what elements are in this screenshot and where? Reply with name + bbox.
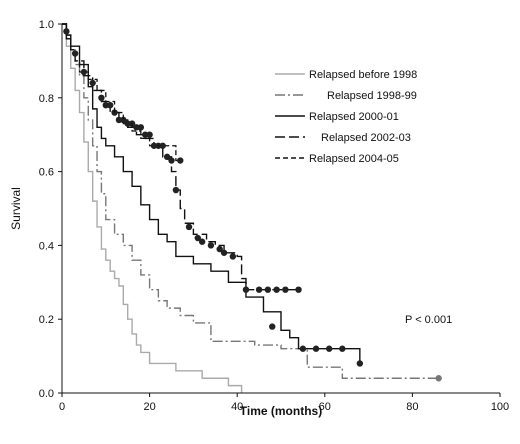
y-tick-label: 0.2 (39, 314, 54, 326)
censor-point (273, 286, 280, 293)
legend-label: Relapsed before 1998 (309, 69, 417, 81)
censor-point (111, 109, 118, 116)
censor-point (299, 345, 307, 352)
x-tick-label: 40 (231, 401, 243, 413)
censor-point (356, 360, 364, 367)
censor-point (242, 286, 250, 293)
legend: Relapsed before 1998 Relapsed 1998-99 Rela… (275, 69, 417, 165)
censor-point (133, 124, 140, 131)
legend-label: Relapsed 2004-05 (309, 153, 399, 165)
y-tick-label: 1.0 (39, 19, 54, 31)
censor-point (89, 79, 96, 87)
censor-point (163, 153, 171, 161)
censor-point (325, 345, 333, 352)
censor-point (120, 116, 127, 124)
censor-point (177, 157, 184, 164)
legend-label: Relapsed 2002-03 (321, 132, 411, 144)
y-tick-label: 0.4 (39, 240, 54, 252)
x-axis-title: Time (months) (240, 404, 322, 418)
x-tick-label: 80 (406, 401, 418, 413)
censor-point (220, 249, 228, 256)
y-axis-title: Survival (9, 187, 23, 230)
censor-point (312, 345, 320, 352)
series-layer (62, 23, 442, 393)
censor-point (264, 286, 272, 293)
y-tick-label: 0.8 (39, 93, 54, 105)
axes: 0 20 40 60 80 100 0.0 0.2 0.4 0.6 0.8 1.0 (39, 19, 509, 413)
censor-point (106, 101, 114, 109)
censor-point (172, 186, 180, 194)
censor-point (102, 101, 110, 109)
series-1 (62, 23, 243, 393)
censor-point (282, 286, 289, 293)
censor-point (255, 286, 263, 293)
censor-point (159, 142, 166, 149)
censor-point (207, 242, 215, 249)
censor-point (269, 323, 276, 330)
censor-point (185, 223, 193, 231)
censor-point (115, 116, 123, 124)
series-line (62, 23, 243, 393)
series-3 (62, 23, 364, 367)
series-line (62, 23, 181, 162)
y-tick-label: 0.6 (39, 167, 54, 179)
censor-point (124, 120, 131, 127)
x-tick-label: 0 (59, 401, 65, 413)
censor-point (229, 253, 237, 260)
y-tick-label: 0.0 (39, 388, 54, 400)
censor-point (194, 234, 201, 242)
series-line (62, 23, 439, 379)
x-ticks: 0 20 40 60 80 100 (59, 393, 509, 413)
series-2 (62, 23, 442, 382)
series-5 (62, 23, 184, 164)
legend-label: Relapsed 2000-01 (309, 111, 399, 123)
censor-point (98, 94, 105, 102)
censor-point (295, 286, 302, 293)
legend-label: Relapsed 1998-99 (327, 90, 417, 102)
censor-point (435, 375, 442, 382)
censor-point (80, 68, 88, 76)
x-tick-label: 60 (319, 401, 331, 413)
censor-point (137, 124, 145, 131)
x-tick-label: 20 (143, 401, 155, 413)
censor-point (198, 238, 206, 245)
censor-point (146, 131, 153, 138)
censor-point (142, 131, 149, 138)
censor-point (71, 50, 79, 57)
y-ticks: 0.0 0.2 0.4 0.6 0.8 1.0 (39, 19, 62, 400)
x-tick-label: 100 (491, 401, 509, 413)
series-line (62, 23, 361, 364)
censor-point (216, 245, 223, 253)
censor-point (63, 28, 70, 35)
censor-point (150, 142, 158, 149)
censor-point (168, 157, 175, 164)
censor-point (339, 345, 346, 352)
p-value-annotation: P < 0.001 (405, 314, 452, 326)
